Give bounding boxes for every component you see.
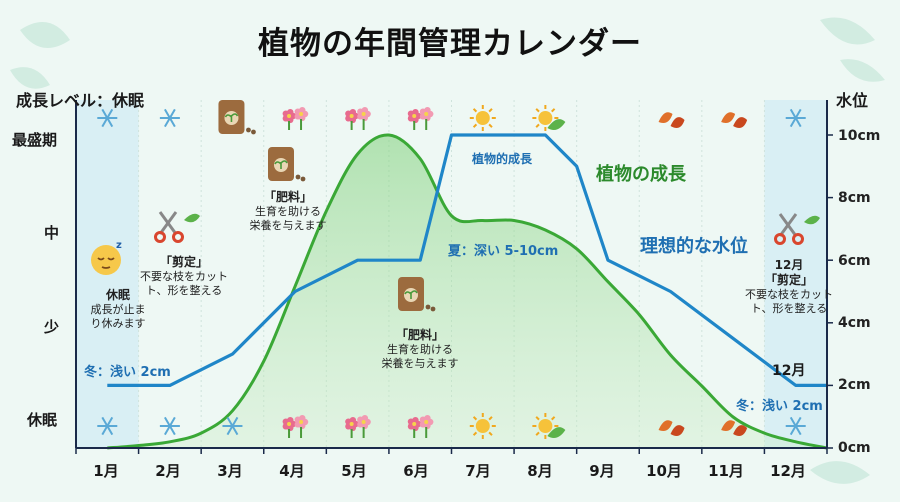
prune-feb-title: 「剪定」 (159, 255, 208, 269)
sleeping-face-icon: z (91, 240, 122, 275)
flowers-icon (345, 106, 371, 130)
sun-icon (469, 413, 496, 439)
fert-apr-note: 「肥料」 生育を助ける 栄養を与えます (246, 190, 330, 233)
prune-dec-desc-2: ト、形を整える (750, 302, 828, 315)
scissors-icon (774, 213, 820, 245)
prune-dec-title: 「剪定」 (764, 273, 813, 287)
month-label-apr: 4月 (279, 462, 305, 480)
winter-water-label-left: 冬：浅い 2cm (84, 365, 171, 380)
month-label-jun: 6月 (403, 462, 429, 480)
snowflake-icon (785, 108, 806, 128)
snowflake-icon (159, 416, 180, 436)
month-label-feb: 2月 (155, 462, 181, 480)
flowers-icon (407, 106, 434, 130)
fert-apr-title: 「肥料」 (263, 190, 312, 204)
growth-line (107, 133, 828, 450)
right-axis-tick-2: 2cm (838, 377, 871, 393)
decorative-leaves-icon (10, 17, 885, 484)
fert-jun-title: 「肥料」 (395, 328, 444, 342)
left-axis-label-mid: 中 (44, 224, 60, 242)
snowflake-icon (97, 416, 118, 436)
prune-dec-desc-1: 不要な枝をカット (745, 288, 833, 301)
snowflake-icon (222, 416, 243, 436)
flowers-icon (345, 414, 371, 438)
autumn-leaves-icon (721, 112, 748, 128)
fert-jun-desc-1: 生育を助ける (387, 343, 453, 356)
snowflake-icon (159, 108, 180, 128)
snowflake-icon (97, 108, 118, 128)
dormant-note: 休眠 成長が止ま り休みます (90, 288, 146, 331)
winter-water-label-right: 冬：浅い 2cm (736, 399, 823, 414)
fert-jun-note: 「肥料」 生育を助ける 栄養を与えます (378, 328, 462, 371)
left-axis-title: 成長レベル：休眠 (16, 91, 145, 110)
month-label-nov: 11月 (708, 462, 744, 480)
flowers-icon (282, 106, 309, 130)
month-label-jan: 1月 (93, 462, 119, 480)
fert-apr-desc-1: 生育を助ける (255, 205, 321, 218)
month-label-aug: 8月 (527, 462, 553, 480)
snowflake-icon (785, 416, 806, 436)
right-axis-tick-0: 0cm (838, 440, 871, 456)
dormant-desc-1: 成長が止ま (90, 303, 146, 316)
peak-water-label: 植物的成長 (472, 152, 533, 166)
flowers-icon (282, 414, 309, 438)
left-axis-label-low: 少 (44, 318, 60, 336)
left-axis-label-dormant: 休眠 (27, 411, 58, 429)
month-label-jul: 7月 (465, 462, 491, 480)
sun-icon (469, 105, 496, 131)
month-label-sep: 9月 (589, 462, 615, 480)
right-axis-tick-4: 4cm (838, 315, 871, 331)
fertilizer-bag-icon (268, 147, 306, 182)
growth-curve-label: 植物の成長 (596, 164, 686, 185)
fertilizer-bag-icon (398, 277, 436, 312)
autumn-leaves-icon (721, 420, 748, 436)
water-level-line (107, 133, 827, 387)
right-axis-tick-6: 6cm (838, 253, 871, 269)
fertilizer-bag-icon (218, 100, 256, 135)
autumn-leaves-icon (658, 420, 685, 436)
fert-jun-desc-2: 栄養を与えます (381, 357, 459, 370)
svg-text:z: z (116, 240, 122, 251)
dormant-desc-2: り休みます (90, 317, 146, 330)
right-axis-title: 水位 (836, 91, 869, 110)
water-curve-label: 理想的な水位 (640, 236, 748, 257)
growth-area (107, 134, 827, 449)
summer-water-label: 夏：深い 5-10cm (448, 244, 559, 259)
scissors-icon (154, 211, 200, 243)
autumn-leaves-icon (658, 112, 685, 128)
flowers-icon (407, 414, 434, 438)
dormant-title: 休眠 (105, 288, 130, 302)
prune-feb-desc-1: 不要な枝をカット (140, 270, 228, 283)
left-axis-label-peak: 最盛期 (12, 131, 58, 149)
month-label-mar: 3月 (217, 462, 243, 480)
sun-leaf-icon (532, 105, 566, 131)
prune-dec-note: 12月 「剪定」 不要な枝をカット ト、形を整える (744, 258, 834, 316)
dec-label-top: 12月 (774, 258, 804, 272)
page-title: 植物の年間管理カレンダー (258, 26, 642, 62)
right-axis-tick-10: 10cm (838, 128, 881, 144)
month-label-oct: 10月 (646, 462, 682, 480)
fert-apr-desc-2: 栄養を与えます (249, 219, 327, 232)
winter-band (764, 100, 827, 448)
prune-feb-desc-2: ト、形を整える (145, 284, 223, 297)
dec-label-low: 12月 (772, 363, 806, 379)
month-label-dec: 12月 (770, 462, 806, 480)
sun-leaf-icon (532, 413, 566, 439)
month-label-may: 5月 (341, 462, 367, 480)
right-axis-tick-8: 8cm (838, 190, 871, 206)
prune-feb-note: 「剪定」 不要な枝をカット ト、形を整える (136, 255, 232, 298)
